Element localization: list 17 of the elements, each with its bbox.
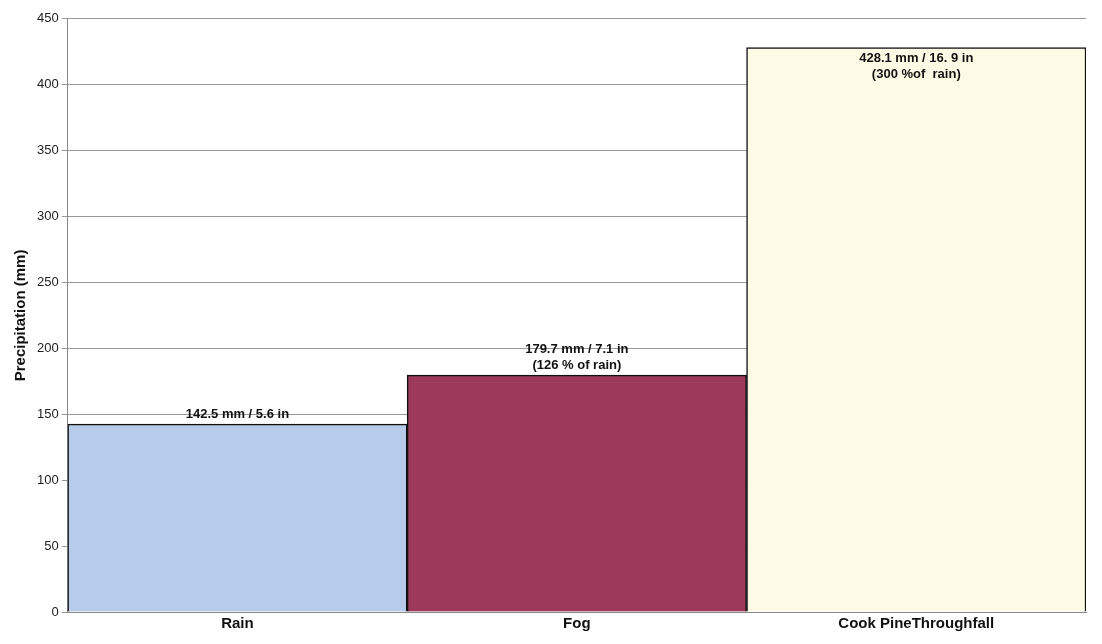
data-label: 179.7 mm / 7.1 in (126 % of rain) — [525, 341, 629, 373]
x-tick-label: Fog — [563, 614, 591, 632]
y-tick-label: 50 — [44, 537, 59, 553]
y-tick-label: 300 — [36, 208, 59, 224]
y-tick-label: 150 — [36, 405, 59, 421]
data-label: 142.5 mm / 5.6 in — [185, 406, 290, 422]
y-tick-label: 400 — [36, 76, 59, 92]
x-tick-label: Rain — [221, 614, 254, 632]
x-tick-label: Cook PineThroughfall — [838, 614, 995, 632]
y-tick-label: 200 — [36, 339, 59, 355]
y-tick-label: 0 — [51, 603, 59, 619]
data-label: 428.1 mm / 16. 9 in (300 %of rain) — [859, 49, 974, 81]
y-tick-label: 250 — [36, 274, 59, 290]
y-tick-label: 350 — [36, 142, 59, 158]
y-tick-label: 450 — [36, 10, 59, 26]
y-axis-title: Precipitation (mm) — [11, 249, 29, 382]
y-tick-label: 100 — [36, 471, 59, 487]
